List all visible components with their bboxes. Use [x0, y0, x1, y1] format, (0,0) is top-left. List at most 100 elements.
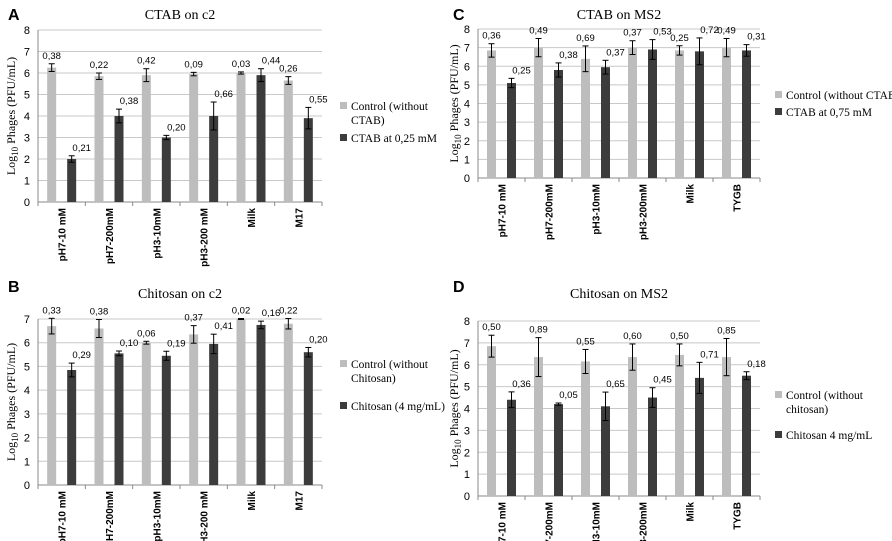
data-label: 0,22: [279, 306, 298, 317]
data-label: 0,45: [653, 375, 672, 386]
y-tick-label: 1: [464, 154, 470, 166]
x-category-label: M17: [294, 491, 305, 511]
legend-label: Control (without: [351, 359, 429, 371]
x-category-label: pH3-200 mM: [200, 491, 211, 541]
bar-control: [141, 342, 151, 485]
data-label: 0,38: [120, 96, 139, 107]
chart-panel-a: A CTAB on c2 0 1 2 3 4 5 6 7 8 Log10 Phages (PFU/mL…: [4, 7, 437, 267]
x-category-label: TYGB: [733, 502, 744, 530]
y-tick-label: 0: [24, 197, 30, 209]
data-label: 0,44: [262, 56, 281, 67]
y-axis-label-prefix: Log: [4, 442, 18, 461]
data-label: 0,33: [42, 305, 61, 316]
bar-treatment: [161, 137, 171, 202]
data-label: 0,38: [42, 51, 61, 62]
panel-letter: D: [453, 279, 465, 296]
panel-letter: B: [8, 279, 20, 296]
bar-control: [628, 357, 637, 496]
data-label: 0,16: [262, 308, 281, 319]
x-category-label: pH7-200mM: [545, 184, 556, 240]
panel-letter: A: [8, 7, 20, 24]
y-tick-label: 0: [464, 491, 470, 503]
chart-panel-b: B Chitosan on c2 0 1 2 3 4 5 6 7 Log10 Phages (PFU…: [4, 279, 445, 541]
y-axis-label: Log10 Phages (PFU/mL): [4, 57, 20, 175]
chart-title: CTAB on MS2: [577, 8, 661, 23]
data-label: 0,19: [167, 338, 186, 349]
data-label: 0,25: [670, 33, 689, 44]
bar-control: [47, 67, 57, 202]
y-tick-label: 8: [24, 25, 30, 37]
data-label: 0,26: [279, 64, 298, 75]
y-tick-label: 6: [464, 360, 470, 372]
x-category-label: pH3-200 mM: [200, 208, 211, 267]
data-label: 0,89: [529, 325, 548, 336]
y-tick-label: 1: [24, 456, 30, 468]
x-category-label: pH7-200mM: [105, 208, 116, 264]
bar-treatment: [742, 375, 751, 496]
y-axis-label-prefix: Log: [447, 448, 461, 467]
data-label: 0,20: [167, 122, 186, 133]
y-tick-label: 2: [24, 433, 30, 445]
y-tick-label: 3: [24, 133, 30, 145]
data-label: 0,50: [670, 331, 689, 342]
y-axis-label: Log10 Phages (PFU/mL): [447, 44, 463, 162]
y-tick-label: 6: [24, 338, 30, 350]
x-category-label: pH3-10mM: [152, 208, 163, 259]
data-label: 0,21: [72, 143, 91, 154]
x-category-label: pH3-200mM: [639, 502, 650, 541]
bar-treatment: [161, 355, 171, 485]
x-category-label: pH3-10mM: [592, 502, 603, 541]
y-tick-label: 1: [24, 176, 30, 188]
data-label: 0,06: [137, 328, 156, 339]
bar-control: [141, 75, 151, 202]
y-axis-label-suffix: Phages (PFU/mL): [4, 57, 18, 147]
y-tick-label: 4: [464, 404, 470, 416]
legend-label: CTAB at 0,25 mM: [351, 133, 437, 145]
bar-control: [581, 58, 590, 178]
bar-treatment: [209, 343, 219, 485]
bar-control: [236, 319, 246, 485]
bar-treatment: [554, 69, 563, 178]
chart-panel-d: D Chitosan on MS2 0 1 2 3 4 5 6 7 8 Log10 Phages (P…: [447, 279, 873, 541]
bar-treatment: [209, 116, 219, 202]
legend-swatch: [340, 102, 347, 109]
data-label: 0,29: [72, 350, 91, 361]
bar-treatment: [67, 369, 77, 485]
x-category-label: pH7-10 mM: [498, 184, 509, 237]
legend-label: CTAB at 0,75 mM: [786, 107, 872, 119]
y-axis-label-subscript: 10: [453, 134, 463, 144]
y-tick-label: 7: [24, 47, 30, 59]
bar-treatment: [601, 67, 610, 178]
bar-control: [487, 346, 496, 496]
y-tick-label: 6: [464, 61, 470, 73]
data-label: 0,66: [214, 89, 233, 100]
bar-control: [722, 357, 731, 496]
data-label: 0,53: [653, 27, 672, 38]
data-label: 0,09: [184, 59, 203, 70]
bar-control: [94, 328, 104, 485]
data-label: 0,31: [747, 32, 766, 43]
y-tick-label: 3: [464, 425, 470, 437]
bar-treatment: [695, 377, 704, 496]
x-category-label: Milk: [247, 208, 258, 228]
data-label: 0,49: [717, 25, 736, 36]
data-label: 0,55: [309, 94, 328, 105]
x-category-label: pH3-10mM: [152, 491, 163, 541]
y-tick-label: 5: [24, 90, 30, 102]
bar-control: [94, 76, 104, 202]
x-category-label: Milk: [247, 491, 258, 511]
y-axis-label-suffix: Phages (PFU/mL): [447, 349, 461, 439]
data-label: 0,60: [623, 331, 642, 342]
y-axis-label-prefix: Log: [4, 156, 18, 175]
y-axis-label-subscript: 10: [453, 439, 463, 449]
x-category-label: Milk: [686, 502, 697, 522]
x-category-label: pH7-200mM: [105, 491, 116, 541]
legend-label: Control (without: [786, 390, 864, 402]
legend-swatch: [775, 108, 782, 115]
legend-label: chitosan): [786, 404, 828, 416]
data-label: 0,38: [559, 50, 578, 61]
y-tick-label: 0: [24, 480, 30, 492]
y-tick-label: 7: [464, 43, 470, 55]
x-category-label: pH7-200mM: [545, 502, 556, 541]
